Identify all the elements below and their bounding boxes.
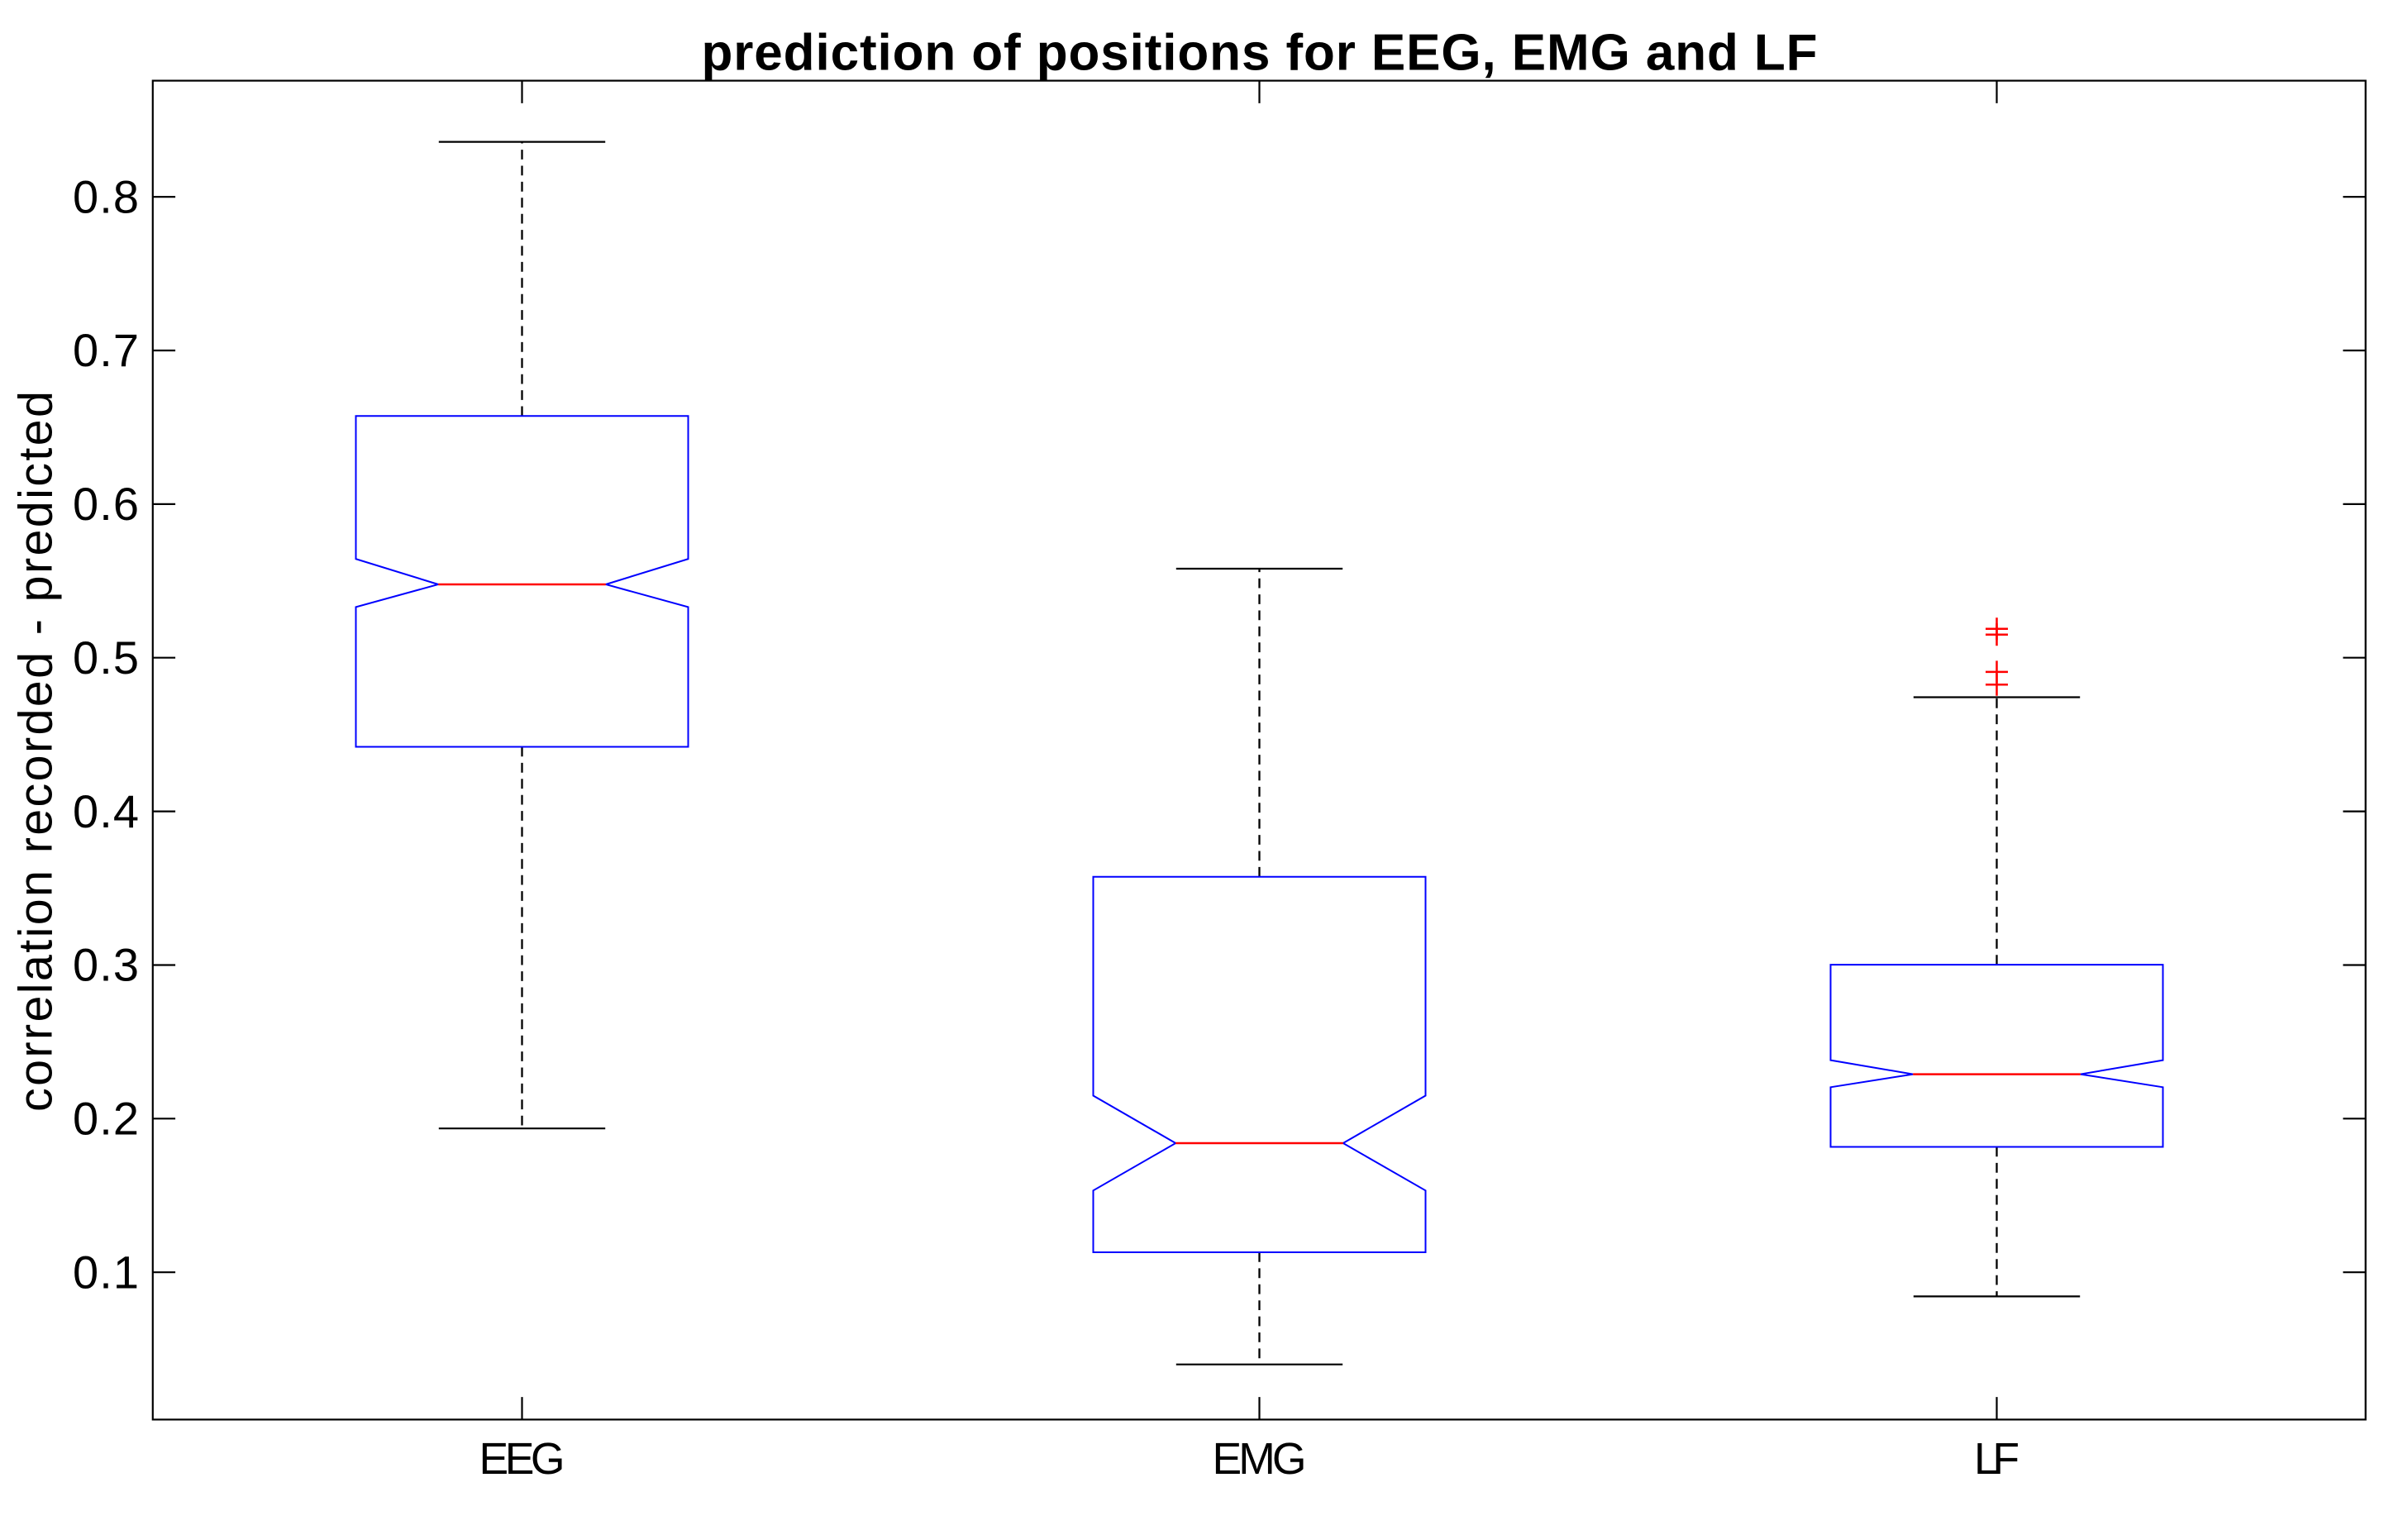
svg-text:0.8: 0.8 xyxy=(73,170,139,222)
svg-text:0.6: 0.6 xyxy=(73,478,139,530)
svg-text:0.4: 0.4 xyxy=(73,785,139,837)
svg-text:LF: LF xyxy=(1974,1435,2019,1484)
svg-text:0.1: 0.1 xyxy=(73,1246,139,1298)
svg-text:0.3: 0.3 xyxy=(73,939,139,991)
svg-text:EEG: EEG xyxy=(479,1435,565,1484)
svg-text:correlation recorded - predict: correlation recorded - predicted xyxy=(9,391,62,1112)
svg-text:0.7: 0.7 xyxy=(73,324,139,376)
svg-text:EMG: EMG xyxy=(1213,1435,1307,1484)
svg-text:0.2: 0.2 xyxy=(73,1093,139,1145)
svg-text:0.5: 0.5 xyxy=(73,632,139,684)
svg-text:prediction of positions for EE: prediction of positions for EEG, EMG and… xyxy=(702,24,1818,81)
